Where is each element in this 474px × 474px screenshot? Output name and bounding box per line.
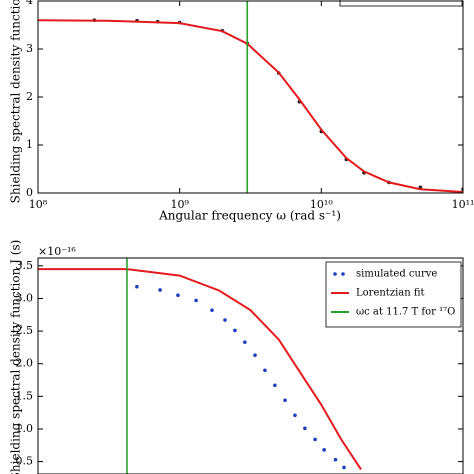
legend-marker <box>341 272 345 276</box>
fit-line <box>38 268 362 470</box>
y-tick-label: 3.0 <box>16 291 34 304</box>
y-tick-label: 0 <box>26 186 33 199</box>
x-tick-label: 10¹¹ <box>452 198 474 211</box>
legend-label: ωc at 11.7 T for ¹⁷O <box>356 307 455 318</box>
data-point <box>233 328 237 333</box>
fit-line <box>38 19 463 193</box>
data-point <box>135 284 139 289</box>
legend-marker <box>333 272 337 276</box>
legend-box <box>325 261 462 328</box>
y-tick-label: 0.5 <box>16 455 34 468</box>
plot-area <box>38 1 463 193</box>
y-tick-label: 1 <box>26 138 33 151</box>
data-point <box>333 457 338 462</box>
y-axis-label: Shielding spectral density function J (s… <box>9 240 23 474</box>
data-point <box>243 340 247 344</box>
data-point <box>273 383 277 388</box>
data-point <box>303 426 307 431</box>
y-tick-label: 3.5 <box>16 259 34 272</box>
x-tick-label: 10¹⁰ <box>310 198 333 211</box>
x-tick-label: 10⁸ <box>29 198 48 211</box>
data-point <box>176 293 180 297</box>
axes-frame <box>37 257 464 474</box>
x-tick-label: 10⁹ <box>170 198 189 211</box>
y-tick-label: 3 <box>26 42 33 55</box>
x-axis-label: Angular frequency ω (rad s⁻¹) <box>158 209 341 223</box>
data-point <box>322 448 326 452</box>
data-point <box>158 288 162 292</box>
data-point <box>223 318 227 322</box>
y-tick-label: 2 <box>26 90 33 103</box>
data-point <box>210 308 214 313</box>
plot-area <box>38 258 362 474</box>
data-point <box>253 353 257 358</box>
axis-multiplier: ×10⁻¹⁶ <box>38 245 76 258</box>
data-point <box>342 465 346 470</box>
y-tick-label: 2.5 <box>16 324 34 337</box>
y-axis-label: Shielding spectral density function <box>9 0 23 203</box>
axes-frame <box>37 0 464 194</box>
data-point <box>313 437 317 442</box>
y-tick-label: 1.5 <box>16 389 34 402</box>
y-tick-label: 2.0 <box>16 357 34 370</box>
data-point <box>293 413 297 418</box>
y-tick-label: 1.0 <box>16 422 34 435</box>
legend-label: simulated curve <box>356 269 437 280</box>
data-point <box>194 298 198 303</box>
legend-label: Lorentzian fit <box>356 288 425 299</box>
y-tick-label: 4 <box>26 0 33 7</box>
data-point <box>283 398 287 403</box>
data-point <box>263 368 267 373</box>
